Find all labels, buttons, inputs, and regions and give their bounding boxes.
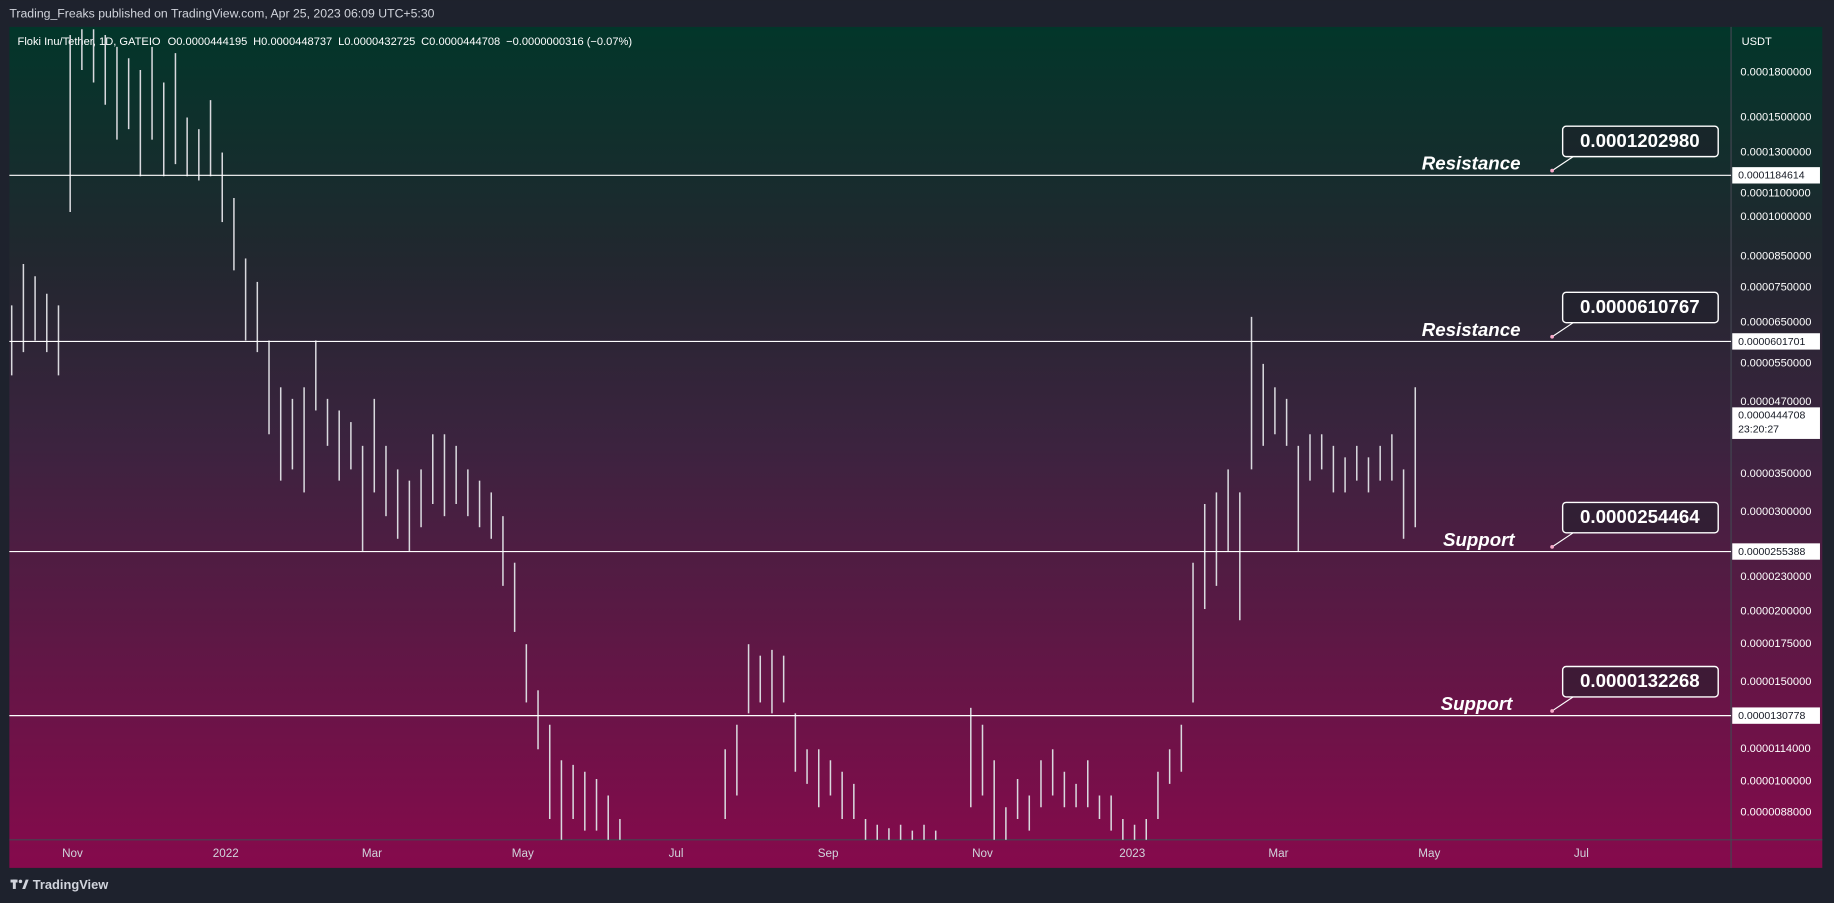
- x-tick-label: 2023: [1119, 847, 1145, 860]
- level-price-box: [1732, 167, 1820, 184]
- callout-box: [1561, 665, 1719, 698]
- plot-background: [9, 26, 1823, 868]
- last-price-box: [1732, 407, 1820, 439]
- y-tick-label: 0.0000088000: [1740, 807, 1811, 819]
- countdown: 23:20:27: [1738, 423, 1779, 435]
- level-name: Resistance: [1422, 319, 1521, 340]
- low: L0.0000432725: [338, 36, 415, 48]
- level-name: Support: [1443, 529, 1515, 550]
- callout-pointer: [1551, 322, 1574, 338]
- callout-anchor: [1550, 709, 1554, 713]
- level-price-box: [1732, 707, 1820, 724]
- callout-anchor: [1550, 544, 1554, 549]
- y-tick-label: 0.0000150000: [1740, 676, 1811, 688]
- y-tick-label: 0.0000100000: [1740, 775, 1811, 787]
- level-price-label: 0.0000601701: [1738, 336, 1805, 348]
- x-tick-label: May: [512, 847, 534, 860]
- x-tick-label: Sep: [818, 847, 839, 860]
- y-tick-label: 0.0000300000: [1740, 506, 1811, 518]
- level-price-label: 0.0001184614: [1738, 170, 1805, 182]
- close: C0.0000444708: [421, 36, 500, 48]
- y-tick-label: 0.0000650000: [1740, 316, 1811, 328]
- y-tick-label: 0.0000750000: [1740, 281, 1811, 293]
- callout-anchor: [1550, 334, 1554, 339]
- brand: TradingView: [33, 877, 110, 892]
- logo-part: [12, 879, 16, 889]
- x-tick-label: Nov: [972, 847, 993, 860]
- legend: Floki Inu/Tether, 1D, GATEIO O0.000044419…: [18, 36, 633, 48]
- callout-price: 0.0001202980: [1580, 130, 1700, 151]
- x-tick-label: Mar: [1268, 847, 1288, 860]
- y-tick-label: 0.0001500000: [1740, 111, 1811, 123]
- x-tick-label: May: [1418, 847, 1440, 860]
- callout-pointer: [1551, 696, 1574, 712]
- y-tick-label: 0.0000350000: [1740, 468, 1811, 480]
- y-tick-label: 0.0000850000: [1740, 251, 1811, 263]
- y-tick-label: 0.0000550000: [1740, 357, 1811, 369]
- callout-price: 0.0000610767: [1580, 296, 1700, 317]
- level-name: Support: [1441, 693, 1513, 714]
- level-price-box: [1732, 333, 1820, 350]
- publisher: Trading_Freaks published on TradingView.…: [9, 6, 434, 20]
- callout-pointer: [1551, 532, 1574, 548]
- x-tick-label: Nov: [62, 847, 83, 860]
- x-tick-label: 2022: [213, 847, 239, 860]
- level-name: Resistance: [1422, 153, 1521, 174]
- callout-box: [1561, 501, 1719, 534]
- last-price-label: 0.0000444708: [1738, 409, 1805, 421]
- callout-price: 0.0000132268: [1580, 670, 1700, 691]
- callout-price: 0.0000254464: [1580, 506, 1700, 527]
- change: −0.0000000316 (−0.07%): [506, 36, 632, 48]
- y-tick-label: 0.0001300000: [1740, 146, 1811, 158]
- callout-box: [1561, 125, 1719, 158]
- x-tick-label: Jul: [1574, 847, 1589, 860]
- y-tick-label: 0.0000470000: [1740, 396, 1811, 408]
- x-tick-label: Jul: [669, 847, 684, 860]
- plot: [10, 29, 1417, 840]
- open: O0.0000444195: [168, 36, 248, 48]
- level-price-label: 0.0000255388: [1738, 546, 1805, 558]
- callout-box: [1561, 291, 1719, 324]
- y-tick-label: 0.0000200000: [1740, 605, 1811, 617]
- level-price-box: [1732, 543, 1820, 560]
- currency: USDT: [1742, 36, 1772, 48]
- y-tick-label: 0.0000114000: [1740, 743, 1810, 755]
- y-tick-label: 0.0000175000: [1740, 638, 1811, 650]
- callout-pointer: [1551, 156, 1574, 172]
- callout-anchor: [1550, 168, 1554, 173]
- y-tick-label: 0.0000230000: [1740, 571, 1811, 583]
- y-tick-label: 0.0001000000: [1740, 211, 1811, 223]
- level-price-label: 0.0000130778: [1738, 710, 1805, 722]
- logo: [10, 879, 29, 889]
- y-tick-label: 0.0001100000: [1740, 187, 1810, 199]
- logo-part: [18, 879, 23, 884]
- y-tick-label: 0.0001800000: [1740, 67, 1811, 79]
- x-tick-label: Mar: [362, 847, 382, 860]
- logo-part: [22, 879, 29, 889]
- symbol: Floki Inu/Tether, 1D, GATEIO: [18, 36, 161, 48]
- high: H0.0000448737: [253, 36, 332, 48]
